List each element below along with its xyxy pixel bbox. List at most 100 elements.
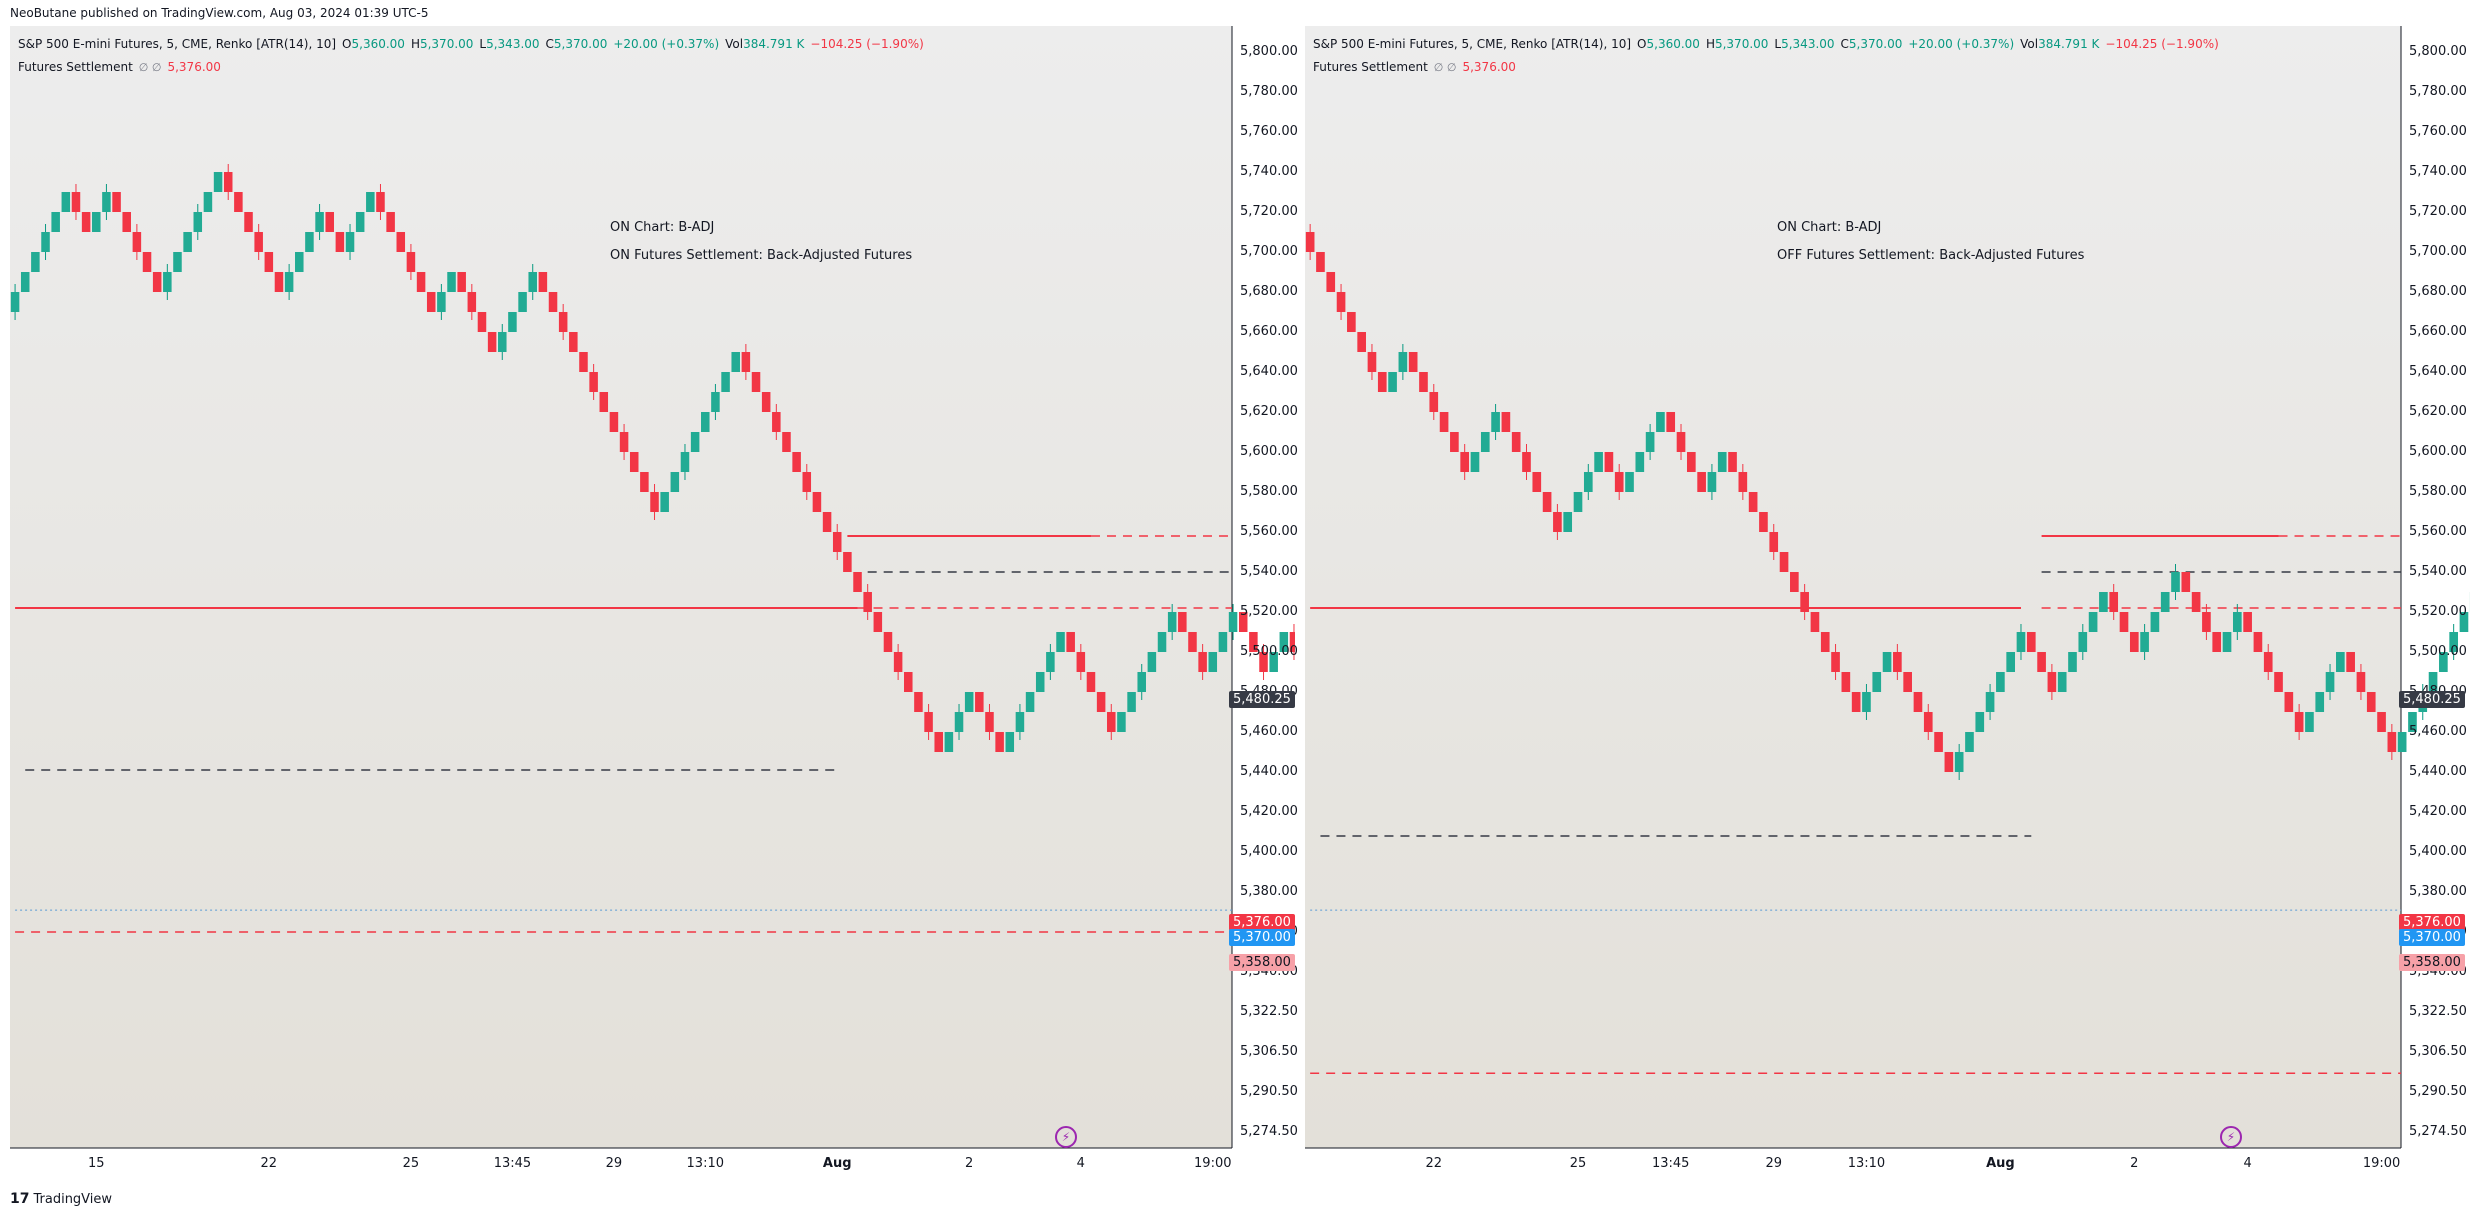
renko-brick-down bbox=[1779, 552, 1789, 572]
renko-brick-down bbox=[1903, 672, 1912, 692]
renko-brick-down bbox=[589, 372, 598, 392]
renko-brick-up bbox=[2171, 572, 2180, 592]
renko-brick-down bbox=[609, 412, 619, 432]
price-tick-label: 5,760.00 bbox=[2409, 124, 2467, 139]
renko-brick-down bbox=[1259, 652, 1268, 672]
renko-brick-down bbox=[1198, 652, 1207, 672]
renko-chart-left[interactable] bbox=[10, 26, 1295, 1182]
price-tick-label: 5,420.00 bbox=[1240, 804, 1298, 819]
price-tick-label: 5,720.00 bbox=[2409, 204, 2467, 219]
tradingview-footer[interactable]: 17 TradingView bbox=[10, 1191, 112, 1207]
renko-brick-up bbox=[944, 732, 954, 752]
renko-brick-down bbox=[244, 212, 253, 232]
last-price-tag: 5,370.00 bbox=[1229, 929, 1295, 946]
time-tick-label: 13:10 bbox=[686, 1156, 724, 1171]
price-tick-label: 5,380.00 bbox=[1240, 884, 1298, 899]
renko-brick-up bbox=[345, 232, 355, 252]
renko-brick-down bbox=[1460, 452, 1470, 472]
renko-brick-up bbox=[193, 212, 203, 232]
renko-brick-up bbox=[2305, 712, 2314, 732]
renko-brick-down bbox=[751, 372, 761, 392]
lightning-bolt-icon[interactable]: ⚡ bbox=[2220, 1126, 2242, 1148]
price-tick-label: 5,306.50 bbox=[2409, 1044, 2467, 1059]
price-tick-label: 5,680.00 bbox=[1240, 284, 1298, 299]
chart-panel-right[interactable]: S&P 500 E-mini Futures, 5, CME, Renko [A… bbox=[1305, 26, 2470, 1182]
renko-brick-up bbox=[1717, 452, 1727, 472]
renko-brick-down bbox=[152, 272, 162, 292]
note-line: ON Chart: B-ADJ bbox=[610, 220, 715, 235]
renko-brick-down bbox=[985, 712, 994, 732]
renko-brick-up bbox=[2160, 592, 2170, 612]
renko-brick-up bbox=[2315, 692, 2325, 712]
renko-brick-down bbox=[1305, 232, 1315, 252]
renko-brick-down bbox=[1316, 252, 1325, 272]
renko-brick-up bbox=[2439, 652, 2448, 672]
price-tick-label: 5,290.50 bbox=[2409, 1084, 2467, 1099]
low-value: 5,343.00 bbox=[1781, 37, 1835, 51]
renko-brick-down bbox=[1614, 472, 1624, 492]
renko-brick-down bbox=[1851, 692, 1861, 712]
renko-brick-up bbox=[1656, 412, 1665, 432]
renko-brick-down bbox=[761, 392, 771, 412]
renko-brick-up bbox=[1996, 672, 2005, 692]
renko-brick-up bbox=[1625, 472, 1634, 492]
price-tick-label: 5,420.00 bbox=[2409, 804, 2467, 819]
renko-brick-down bbox=[406, 252, 416, 272]
renko-brick-up bbox=[1583, 472, 1593, 492]
renko-brick-up bbox=[2140, 632, 2149, 652]
renko-brick-up bbox=[2232, 612, 2242, 632]
renko-brick-up bbox=[954, 712, 964, 732]
renko-brick-up bbox=[2088, 612, 2098, 632]
renko-brick-up bbox=[1228, 612, 1238, 632]
renko-brick-down bbox=[1542, 492, 1552, 512]
time-tick-label: 22 bbox=[1425, 1156, 1443, 1171]
renko-brick-down bbox=[386, 212, 395, 232]
renko-brick-down bbox=[1377, 372, 1387, 392]
renko-brick-up bbox=[2078, 632, 2088, 652]
time-tick-label: 13:10 bbox=[1847, 1156, 1886, 1171]
renko-brick-down bbox=[579, 352, 588, 372]
time-tick-label: 2 bbox=[965, 1156, 974, 1171]
time-tick-label: 2 bbox=[2130, 1156, 2139, 1171]
renko-brick-up bbox=[721, 372, 730, 392]
symbol-label[interactable]: S&P 500 E-mini Futures, 5, CME, Renko [A… bbox=[18, 37, 337, 51]
eye-off-icon[interactable]: ∅ ∅ bbox=[1433, 61, 1457, 74]
indicator-name[interactable]: Futures Settlement bbox=[18, 60, 133, 74]
chart-panel-left[interactable]: S&P 500 E-mini Futures, 5, CME, Renko [A… bbox=[10, 26, 1298, 1182]
low-value: 5,343.00 bbox=[486, 37, 540, 51]
renko-brick-down bbox=[2284, 692, 2294, 712]
renko-brick-down bbox=[995, 732, 1004, 752]
renko-brick-down bbox=[1820, 632, 1830, 652]
renko-brick-down bbox=[122, 212, 131, 232]
renko-brick-up bbox=[1015, 712, 1025, 732]
renko-brick-down bbox=[457, 272, 466, 292]
renko-brick-up bbox=[92, 212, 101, 232]
renko-brick-up bbox=[2068, 652, 2077, 672]
renko-chart-right[interactable] bbox=[1305, 26, 2470, 1182]
price-tick-label: 5,440.00 bbox=[2409, 764, 2467, 779]
renko-brick-up bbox=[1862, 692, 1871, 712]
renko-brick-down bbox=[1450, 432, 1459, 452]
renko-brick-up bbox=[1563, 512, 1573, 532]
renko-brick-down bbox=[640, 472, 649, 492]
lightning-bolt-icon[interactable]: ⚡ bbox=[1055, 1126, 1077, 1148]
price-tick-label: 5,620.00 bbox=[1240, 404, 1298, 419]
renko-brick-down bbox=[1511, 432, 1521, 452]
renko-brick-down bbox=[538, 272, 548, 292]
renko-brick-up bbox=[1470, 452, 1480, 472]
renko-brick-down bbox=[132, 232, 142, 252]
renko-brick-down bbox=[2294, 712, 2304, 732]
close-value: 5,370.00 bbox=[1848, 37, 1903, 51]
annotation-note: ON Chart: B-ADJ OFF Futures Settlement: … bbox=[1777, 214, 2084, 270]
price-tick-label: 5,520.00 bbox=[1240, 604, 1298, 619]
indicator-name[interactable]: Futures Settlement bbox=[1313, 60, 1428, 74]
eye-off-icon[interactable]: ∅ ∅ bbox=[138, 61, 162, 74]
renko-brick-down bbox=[1336, 292, 1346, 312]
renko-brick-up bbox=[1594, 452, 1603, 472]
price-tick-label: 5,800.00 bbox=[1240, 44, 1298, 59]
renko-brick-down bbox=[1419, 372, 1428, 392]
renko-brick-down bbox=[1238, 612, 1248, 632]
symbol-label[interactable]: S&P 500 E-mini Futures, 5, CME, Renko [A… bbox=[1313, 37, 1632, 51]
price-axis-background bbox=[1232, 26, 1295, 1148]
renko-brick-down bbox=[1367, 352, 1377, 372]
